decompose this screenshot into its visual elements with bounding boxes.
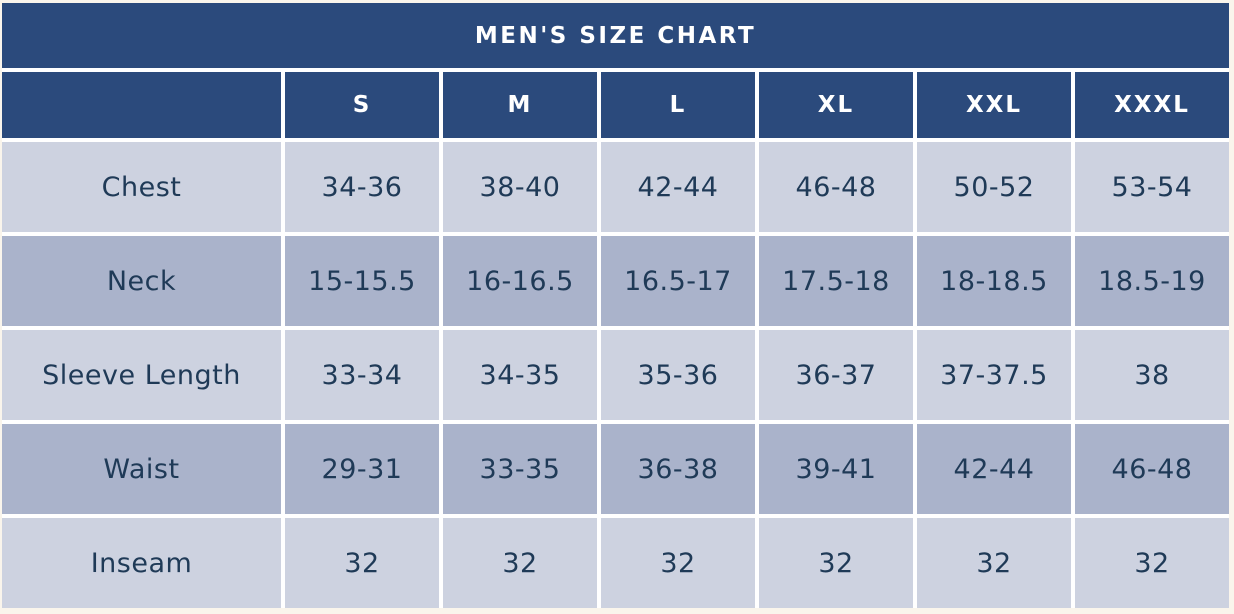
value-cell: 32: [443, 518, 597, 608]
value-cell: 15-15.5: [285, 236, 439, 326]
value-cell: 32: [917, 518, 1071, 608]
value-cell: 34-35: [443, 330, 597, 420]
value-cell: 38: [1075, 330, 1229, 420]
value-cell: 32: [285, 518, 439, 608]
value-cell: 33-35: [443, 424, 597, 514]
value-cell: 38-40: [443, 142, 597, 232]
column-header-s: S: [285, 72, 439, 138]
value-cell: 36-37: [759, 330, 913, 420]
column-header-xxxl: XXXL: [1075, 72, 1229, 138]
row-label-sleeve-length: Sleeve Length: [2, 330, 281, 420]
value-cell: 37-37.5: [917, 330, 1071, 420]
value-cell: 42-44: [917, 424, 1071, 514]
value-cell: 32: [1075, 518, 1229, 608]
value-cell: 16.5-17: [601, 236, 755, 326]
column-header-xxl: XXL: [917, 72, 1071, 138]
value-cell: 39-41: [759, 424, 913, 514]
column-header-l: L: [601, 72, 755, 138]
row-label-neck: Neck: [2, 236, 281, 326]
value-cell: 46-48: [759, 142, 913, 232]
value-cell: 53-54: [1075, 142, 1229, 232]
value-cell: 46-48: [1075, 424, 1229, 514]
row-label-inseam: Inseam: [2, 518, 281, 608]
value-cell: 35-36: [601, 330, 755, 420]
value-cell: 18.5-19: [1075, 236, 1229, 326]
value-cell: 50-52: [917, 142, 1071, 232]
size-chart-table: MEN'S SIZE CHART S M L XL XXL XXXL Chest 34-36 3…: [2, 3, 1229, 608]
column-header-m: M: [443, 72, 597, 138]
value-cell: 32: [601, 518, 755, 608]
value-cell: 33-34: [285, 330, 439, 420]
table-title: MEN'S SIZE CHART: [2, 3, 1229, 68]
value-cell: 16-16.5: [443, 236, 597, 326]
corner-cell: [2, 72, 281, 138]
row-label-chest: Chest: [2, 142, 281, 232]
row-label-waist: Waist: [2, 424, 281, 514]
column-header-xl: XL: [759, 72, 913, 138]
value-cell: 18-18.5: [917, 236, 1071, 326]
value-cell: 36-38: [601, 424, 755, 514]
value-cell: 29-31: [285, 424, 439, 514]
value-cell: 17.5-18: [759, 236, 913, 326]
value-cell: 32: [759, 518, 913, 608]
value-cell: 42-44: [601, 142, 755, 232]
value-cell: 34-36: [285, 142, 439, 232]
